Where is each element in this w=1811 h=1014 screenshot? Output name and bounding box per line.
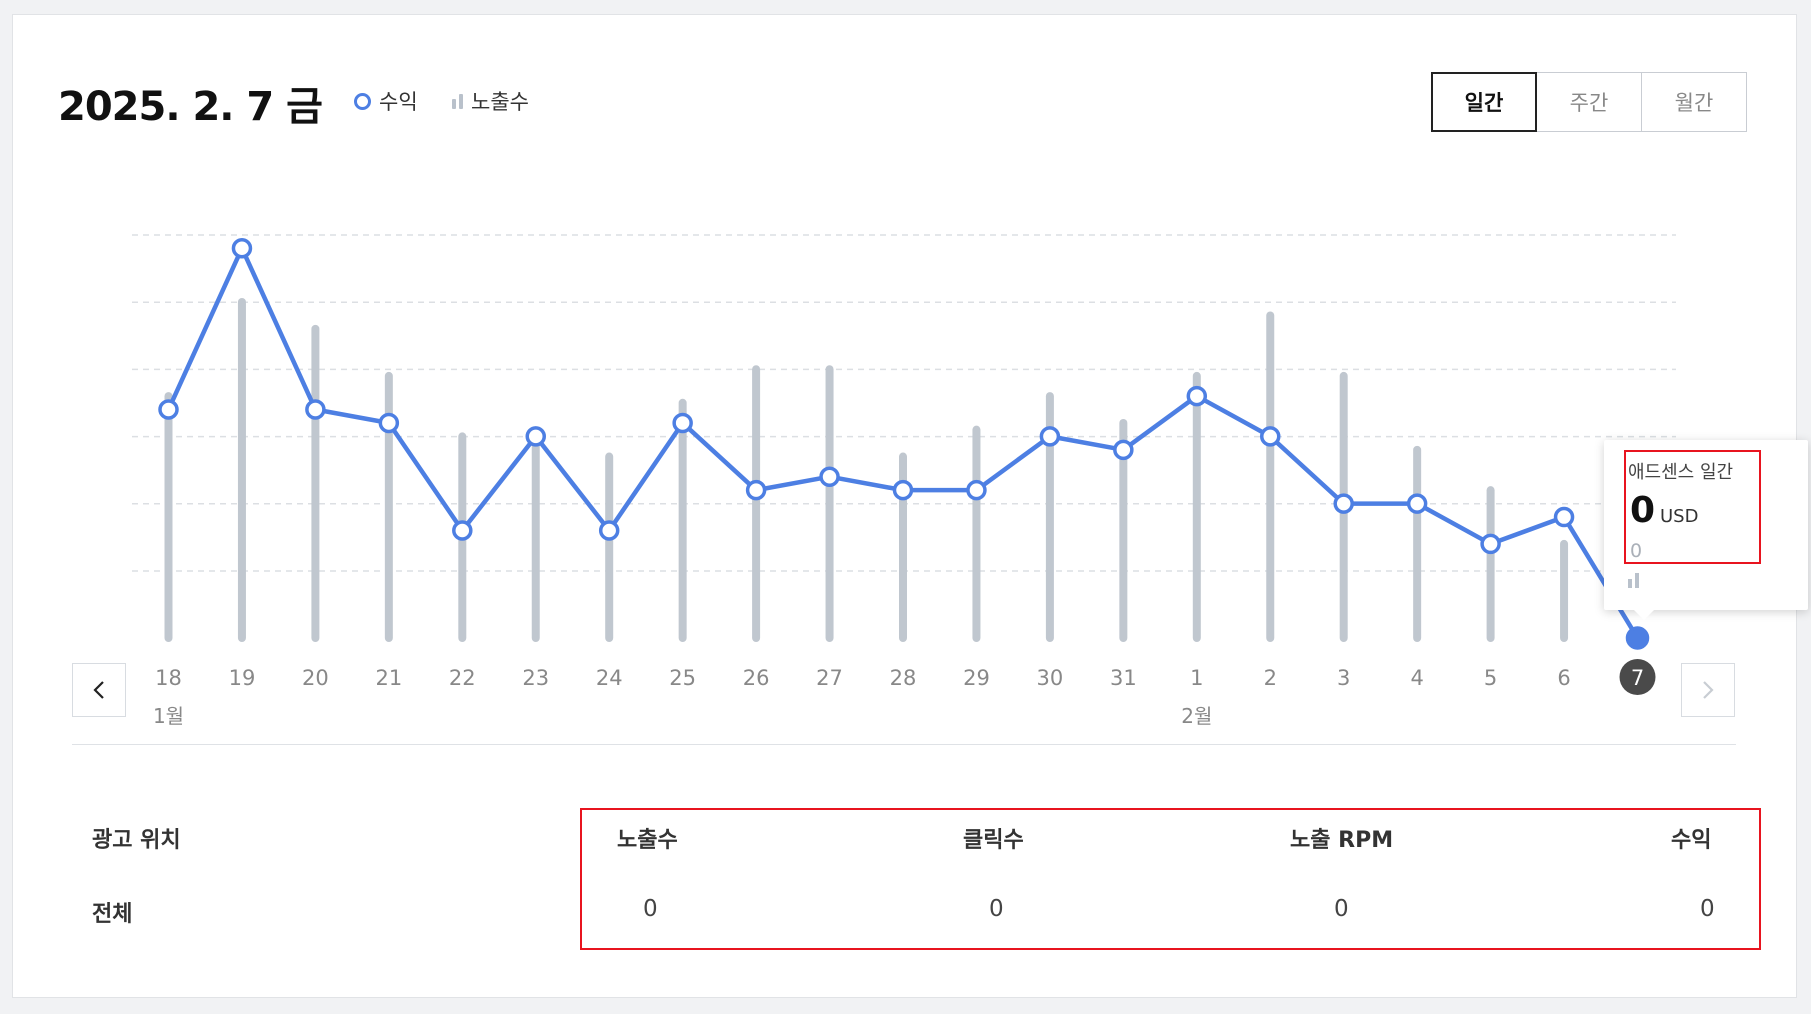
column-header-revenue: 수익 [1671, 828, 1712, 853]
x-tick-label: 6 [1557, 666, 1570, 690]
revenue-point [1625, 626, 1650, 650]
x-tick-label: 1 [1190, 666, 1203, 690]
tooltip-unit: USD [1660, 506, 1699, 527]
circle-marker-icon [354, 92, 371, 110]
revenue-point [305, 399, 326, 420]
cell-rpm: 0 [1334, 896, 1349, 922]
revenue-point [598, 520, 620, 541]
prev-button[interactable] [72, 663, 126, 717]
month-label: 1월 [153, 704, 184, 728]
month-label: 2월 [1181, 704, 1212, 728]
tab-daily[interactable]: 일간 [1431, 72, 1537, 132]
x-tick-label: 30 [1037, 666, 1064, 690]
revenue-point [1186, 385, 1208, 407]
column-header-impressions: 노출수 [617, 828, 678, 853]
revenue-point [1113, 439, 1134, 461]
revenue-point [231, 237, 253, 259]
x-tick-label: 18 [155, 666, 182, 690]
legend-impressions-label: 노출수 [471, 90, 529, 114]
revenue-point [1260, 426, 1281, 447]
cell-revenue: 0 [1700, 896, 1715, 922]
column-header-ad-placement: 광고 위치 [92, 828, 181, 853]
revenue-point [1480, 533, 1501, 555]
bar-marker-icon [1628, 573, 1639, 588]
revenue-point [1406, 493, 1428, 514]
revenue-point [1553, 506, 1575, 528]
tooltip-highlight: 애드센스 일간 0 USD 0 [1624, 450, 1761, 564]
x-tick-label: 31 [1110, 666, 1137, 690]
metrics-highlight [580, 808, 1761, 950]
legend-impressions: 노출수 [452, 86, 529, 116]
tooltip-sub-value: 0 [1630, 540, 1643, 562]
revenue-point [819, 466, 840, 487]
selected-day-marker [1619, 659, 1656, 695]
revenue-point [745, 479, 767, 501]
cell-impressions: 0 [643, 896, 658, 922]
x-tick-label: 28 [890, 666, 917, 690]
revenue-point [1333, 493, 1354, 514]
x-tick-label: 19 [229, 666, 256, 690]
x-tick-label: 20 [302, 666, 329, 690]
next-button[interactable] [1681, 663, 1735, 717]
revenue-point [452, 520, 473, 541]
revenue-point [1039, 426, 1061, 447]
x-tick-label: 5 [1484, 666, 1497, 690]
revenue-point [892, 479, 914, 501]
cell-clicks: 0 [989, 896, 1004, 922]
row-label-total: 전체 [92, 902, 133, 927]
chart-tooltip: 애드센스 일간 0 USD 0 [1604, 440, 1808, 620]
x-tick-label: 29 [963, 666, 990, 690]
revenue-point [525, 426, 546, 447]
tab-weekly[interactable]: 주간 [1536, 72, 1642, 132]
legend-revenue-label: 수익 [379, 90, 418, 114]
chevron-right-icon [1703, 681, 1714, 699]
x-tick-label: 24 [596, 666, 623, 690]
page-title: 2025. 2. 7 금 [58, 84, 323, 130]
period-tabs: 일간 주간 월간 [1431, 72, 1747, 132]
legend-revenue: 수익 [354, 86, 418, 116]
revenue-point [966, 479, 987, 501]
x-tick-label: 21 [375, 666, 402, 690]
revenue-point [158, 399, 179, 420]
x-tick-label: 22 [449, 666, 476, 690]
tab-monthly[interactable]: 월간 [1641, 72, 1747, 132]
revenue-point [672, 412, 693, 434]
bar-marker-icon [452, 93, 463, 109]
revenue-chart: 18 19 20 21 22 23 24 25 26 27 28 29 30 31 1 2 3 4 5 6 71월 2월 [132, 234, 1676, 728]
tooltip-title: 애드센스 일간 [1628, 462, 1734, 483]
tooltip-value: 0 [1630, 490, 1656, 531]
x-tick-label: 3 [1337, 666, 1350, 690]
column-header-rpm: 노출 RPM [1290, 828, 1394, 853]
x-tick-label: 23 [522, 666, 549, 690]
x-tick-label: 25 [669, 666, 696, 690]
revenue-point [378, 412, 400, 434]
x-tick-label: 27 [816, 666, 843, 690]
x-tick-label: 2 [1264, 666, 1277, 690]
chevron-left-icon [93, 681, 104, 699]
column-header-clicks: 클릭수 [963, 828, 1024, 853]
divider [72, 744, 1736, 745]
x-tick-label: 26 [743, 666, 770, 690]
x-tick-label: 7 [1631, 666, 1644, 690]
x-tick-label: 4 [1410, 666, 1423, 690]
